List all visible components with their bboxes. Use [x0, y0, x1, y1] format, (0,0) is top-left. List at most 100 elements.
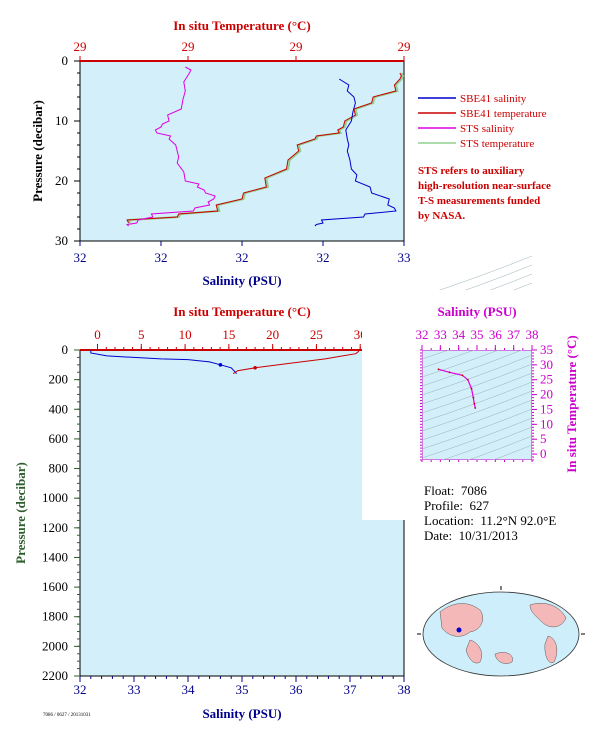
ts-top-tick-label: 34	[452, 327, 466, 342]
lower-bottom-tick-label: 33	[128, 682, 141, 697]
lower-bottom-tick-label: 36	[290, 682, 304, 697]
ts-density-contours	[362, 255, 572, 520]
lower-bottom-tick-label: 38	[398, 682, 411, 697]
location-row: Location: 11.2°N 92.0°E	[424, 513, 556, 528]
upper-left-tick-label: 20	[55, 173, 68, 188]
ts-top-tick-label: 36	[489, 327, 503, 342]
upper-top-tick-label: 29	[74, 39, 87, 54]
lower-left-tick-label: 1600	[42, 579, 68, 594]
ts-series	[437, 368, 477, 409]
ts-top-ticks: 32 33 34 35 36 37 38	[416, 327, 539, 462]
ts-point	[448, 371, 451, 374]
sts-note-line: high-resolution near-surface	[418, 180, 551, 192]
lower-series-line	[232, 350, 359, 375]
map-land-australia	[494, 652, 513, 664]
ts-top-tick-label: 33	[434, 327, 447, 342]
ts-top-tick-label: 35	[471, 327, 484, 342]
float-info: Float: 7086 Profile: 627 Location: 11.2°…	[424, 483, 556, 543]
ts-right-tick-label: 25	[540, 372, 553, 387]
ts-clip-bottom	[362, 460, 562, 520]
lower-left-tick-label: 1800	[42, 609, 68, 624]
upper-top-axis-label: In situ Temperature (°C)	[173, 18, 311, 33]
lower-left-tick-label: 200	[49, 372, 69, 387]
upper-series-line	[126, 72, 402, 224]
map-land-eurasia	[439, 603, 483, 637]
upper-legend: SBE41 salinity SBE41 temperature STS salin…	[418, 93, 547, 150]
density-contour	[421, 390, 533, 432]
ts-right-tick-label: 35	[540, 342, 553, 357]
date-value: 10/31/2013	[458, 528, 518, 543]
upper-bottom-tick-label: 32	[155, 250, 168, 265]
lower-plot-area	[79, 349, 405, 677]
upper-bottom-tick-label: 33	[398, 250, 411, 265]
upper-left-tick-label: 0	[62, 53, 69, 68]
lower-top-tick-label: 15	[222, 327, 235, 342]
ts-curve	[438, 368, 476, 409]
upper-bottom-tick-label: 32	[317, 250, 330, 265]
lower-left-tick-label: 400	[49, 401, 69, 416]
map-ocean	[422, 591, 580, 677]
lower-left-axis-label: Pressure (decibar)	[13, 462, 28, 564]
lower-top-axis-label: In situ Temperature (°C)	[173, 304, 311, 319]
location-value: 11.2°N 92.0°E	[480, 513, 557, 528]
upper-series-line	[314, 78, 397, 227]
date-row: Date: 10/31/2013	[424, 528, 556, 543]
lower-left-tick-label: 800	[49, 461, 69, 476]
legend-label: SBE41 salinity	[460, 93, 527, 105]
ts-clip-top	[362, 290, 562, 350]
ts-right-tick-label: 30	[540, 357, 553, 372]
density-contour	[421, 381, 533, 423]
ts-point	[437, 368, 440, 371]
upper-left-axis-label: Pressure (decibar)	[30, 100, 45, 202]
lower-series	[90, 350, 359, 375]
density-contour	[421, 354, 533, 396]
upper-bottom-ticks: 32 32 32 32 33	[74, 241, 411, 265]
lower-left-tick-label: 1000	[42, 490, 68, 505]
legend-label: STS temperature	[460, 138, 534, 150]
map-land-africa	[465, 639, 482, 664]
lower-left-tick-label: 2200	[42, 668, 68, 683]
float-location-marker	[456, 627, 462, 633]
lower-bottom-ticks: 32 33 34 35 36 37 38	[74, 676, 411, 697]
lower-left-tick-label: 0	[62, 342, 69, 357]
float-label: Float:	[424, 483, 455, 498]
sts-note: STS refers to auxiliary high-resolution …	[418, 164, 551, 224]
map-land-north-america	[529, 602, 567, 628]
upper-series-line	[126, 66, 216, 227]
density-contour	[421, 372, 533, 414]
upper-left-tick-label: 10	[55, 113, 68, 128]
upper-bottom-tick-label: 32	[236, 250, 249, 265]
ts-right-tick-label: 5	[540, 431, 547, 446]
footer-id: 7086 / 0627 / 20131031	[43, 713, 91, 718]
density-contour	[421, 399, 533, 441]
ts-right-axis-label: In situ Temperature (°C)	[564, 335, 579, 473]
lower-bottom-tick-label: 37	[344, 682, 358, 697]
lower-left-tick-label: 1200	[42, 520, 68, 535]
legend-label: SBE41 temperature	[460, 108, 547, 120]
ts-right-tick-label: 20	[540, 387, 553, 402]
lower-top-tick-label: 0	[94, 327, 101, 342]
legend-label: STS salinity	[460, 123, 515, 135]
upper-left-tick-label: 30	[55, 233, 68, 248]
lower-left-tick-label: 1400	[42, 549, 68, 564]
ts-point	[470, 387, 473, 390]
density-contour	[421, 363, 533, 405]
lower-top-tick-label: 25	[310, 327, 323, 342]
upper-profile-chart: 29 29 29 29 32 32 32 32 33 0 10 20 30 In situ Temp…	[30, 18, 547, 288]
ts-point	[466, 378, 469, 381]
lower-top-tick-label: 5	[138, 327, 145, 342]
lower-series-marker	[218, 363, 223, 367]
lower-bottom-tick-label: 34	[182, 682, 196, 697]
upper-top-tick-label: 29	[182, 39, 195, 54]
ts-top-axis-label: Salinity (PSU)	[437, 304, 516, 319]
lower-bottom-axis-label: Salinity (PSU)	[202, 706, 281, 721]
upper-left-ticks: 0 10 20 30	[55, 53, 80, 248]
sts-note-line: by NASA.	[418, 210, 466, 222]
map-land-south-america	[544, 635, 558, 664]
sts-note-line: STS refers to auxiliary	[418, 165, 525, 177]
upper-bottom-axis-label: Salinity (PSU)	[202, 273, 281, 288]
profile-label: Profile:	[424, 498, 463, 513]
